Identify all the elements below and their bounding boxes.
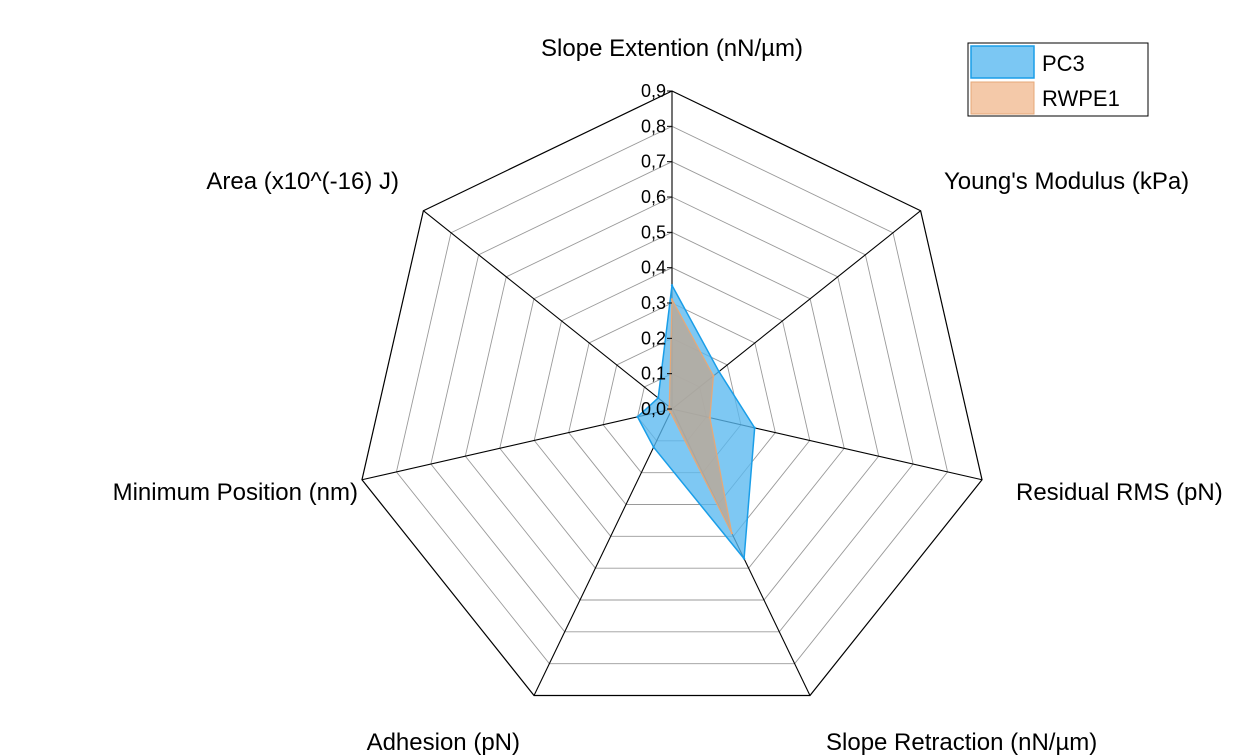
grid-ring xyxy=(361,90,983,697)
tick-label: 0,6 xyxy=(641,187,666,207)
radial-tick-labels: 0,0 0,1 0,2 0,3 0,4 0,5 0,6 0,7 0,8 0,9 xyxy=(641,81,672,419)
axis-label: Slope Retraction (nN/µm) xyxy=(826,729,1097,755)
legend: PC3 RWPE1 xyxy=(967,42,1149,117)
axis-label: Minimum Position (nm) xyxy=(113,479,358,506)
axis-label: Residual RMS (pN) xyxy=(1016,479,1223,506)
tick-label: 0,9 xyxy=(641,81,666,101)
grid-ring xyxy=(533,267,811,537)
series-point-pc3 xyxy=(652,446,655,449)
axis-spoke xyxy=(361,408,673,481)
legend-swatch-pc3 xyxy=(970,45,1035,79)
axis-spoke xyxy=(423,210,673,410)
grid-ring xyxy=(430,161,914,633)
series-point-rwpe1 xyxy=(708,416,712,419)
series-point-pc3 xyxy=(753,426,756,430)
axis-label: Adhesion (pN) xyxy=(367,729,520,755)
tick-label: 0,0 xyxy=(641,399,666,419)
series-point-rwpe1 xyxy=(668,405,671,408)
grid-ring xyxy=(568,302,776,505)
tick-label: 0,8 xyxy=(641,116,666,136)
series-point-rwpe1 xyxy=(670,298,674,301)
series-point-pc3 xyxy=(742,557,746,560)
radar-series xyxy=(636,284,756,560)
series-point-rwpe1 xyxy=(712,374,715,378)
series-point-pc3 xyxy=(656,396,660,400)
legend-label-rwpe1: RWPE1 xyxy=(1042,86,1120,111)
legend-label-pc3: PC3 xyxy=(1042,51,1085,76)
tick-label: 0,4 xyxy=(641,258,666,278)
grid-ring xyxy=(499,231,845,569)
series-point-rwpe1 xyxy=(669,410,672,414)
series-point-rwpe1 xyxy=(730,531,733,535)
legend-swatch-rwpe1 xyxy=(970,81,1035,115)
series-point-pc3 xyxy=(717,370,721,373)
axis-labels: Slope Extention (nN/µm) Young's Modulus (… xyxy=(113,35,1223,755)
axis-label: Slope Extention (nN/µm) xyxy=(541,35,803,62)
series-point-pc3 xyxy=(636,415,639,419)
tick-label: 0,3 xyxy=(641,293,666,313)
tick-label: 0,5 xyxy=(641,222,666,242)
grid-ring xyxy=(395,125,949,665)
tick-label: 0,7 xyxy=(641,152,666,172)
axis-label: Young's Modulus (kPa) xyxy=(944,168,1189,195)
axis-spoke xyxy=(533,408,673,696)
grid-ring xyxy=(602,337,742,474)
tick-label: 0,1 xyxy=(641,364,666,384)
axis-label: Area (x10^(-16) J) xyxy=(206,168,399,195)
tick-label: 0,2 xyxy=(641,328,666,348)
grid-ring xyxy=(464,196,880,601)
series-point-pc3 xyxy=(670,284,674,287)
